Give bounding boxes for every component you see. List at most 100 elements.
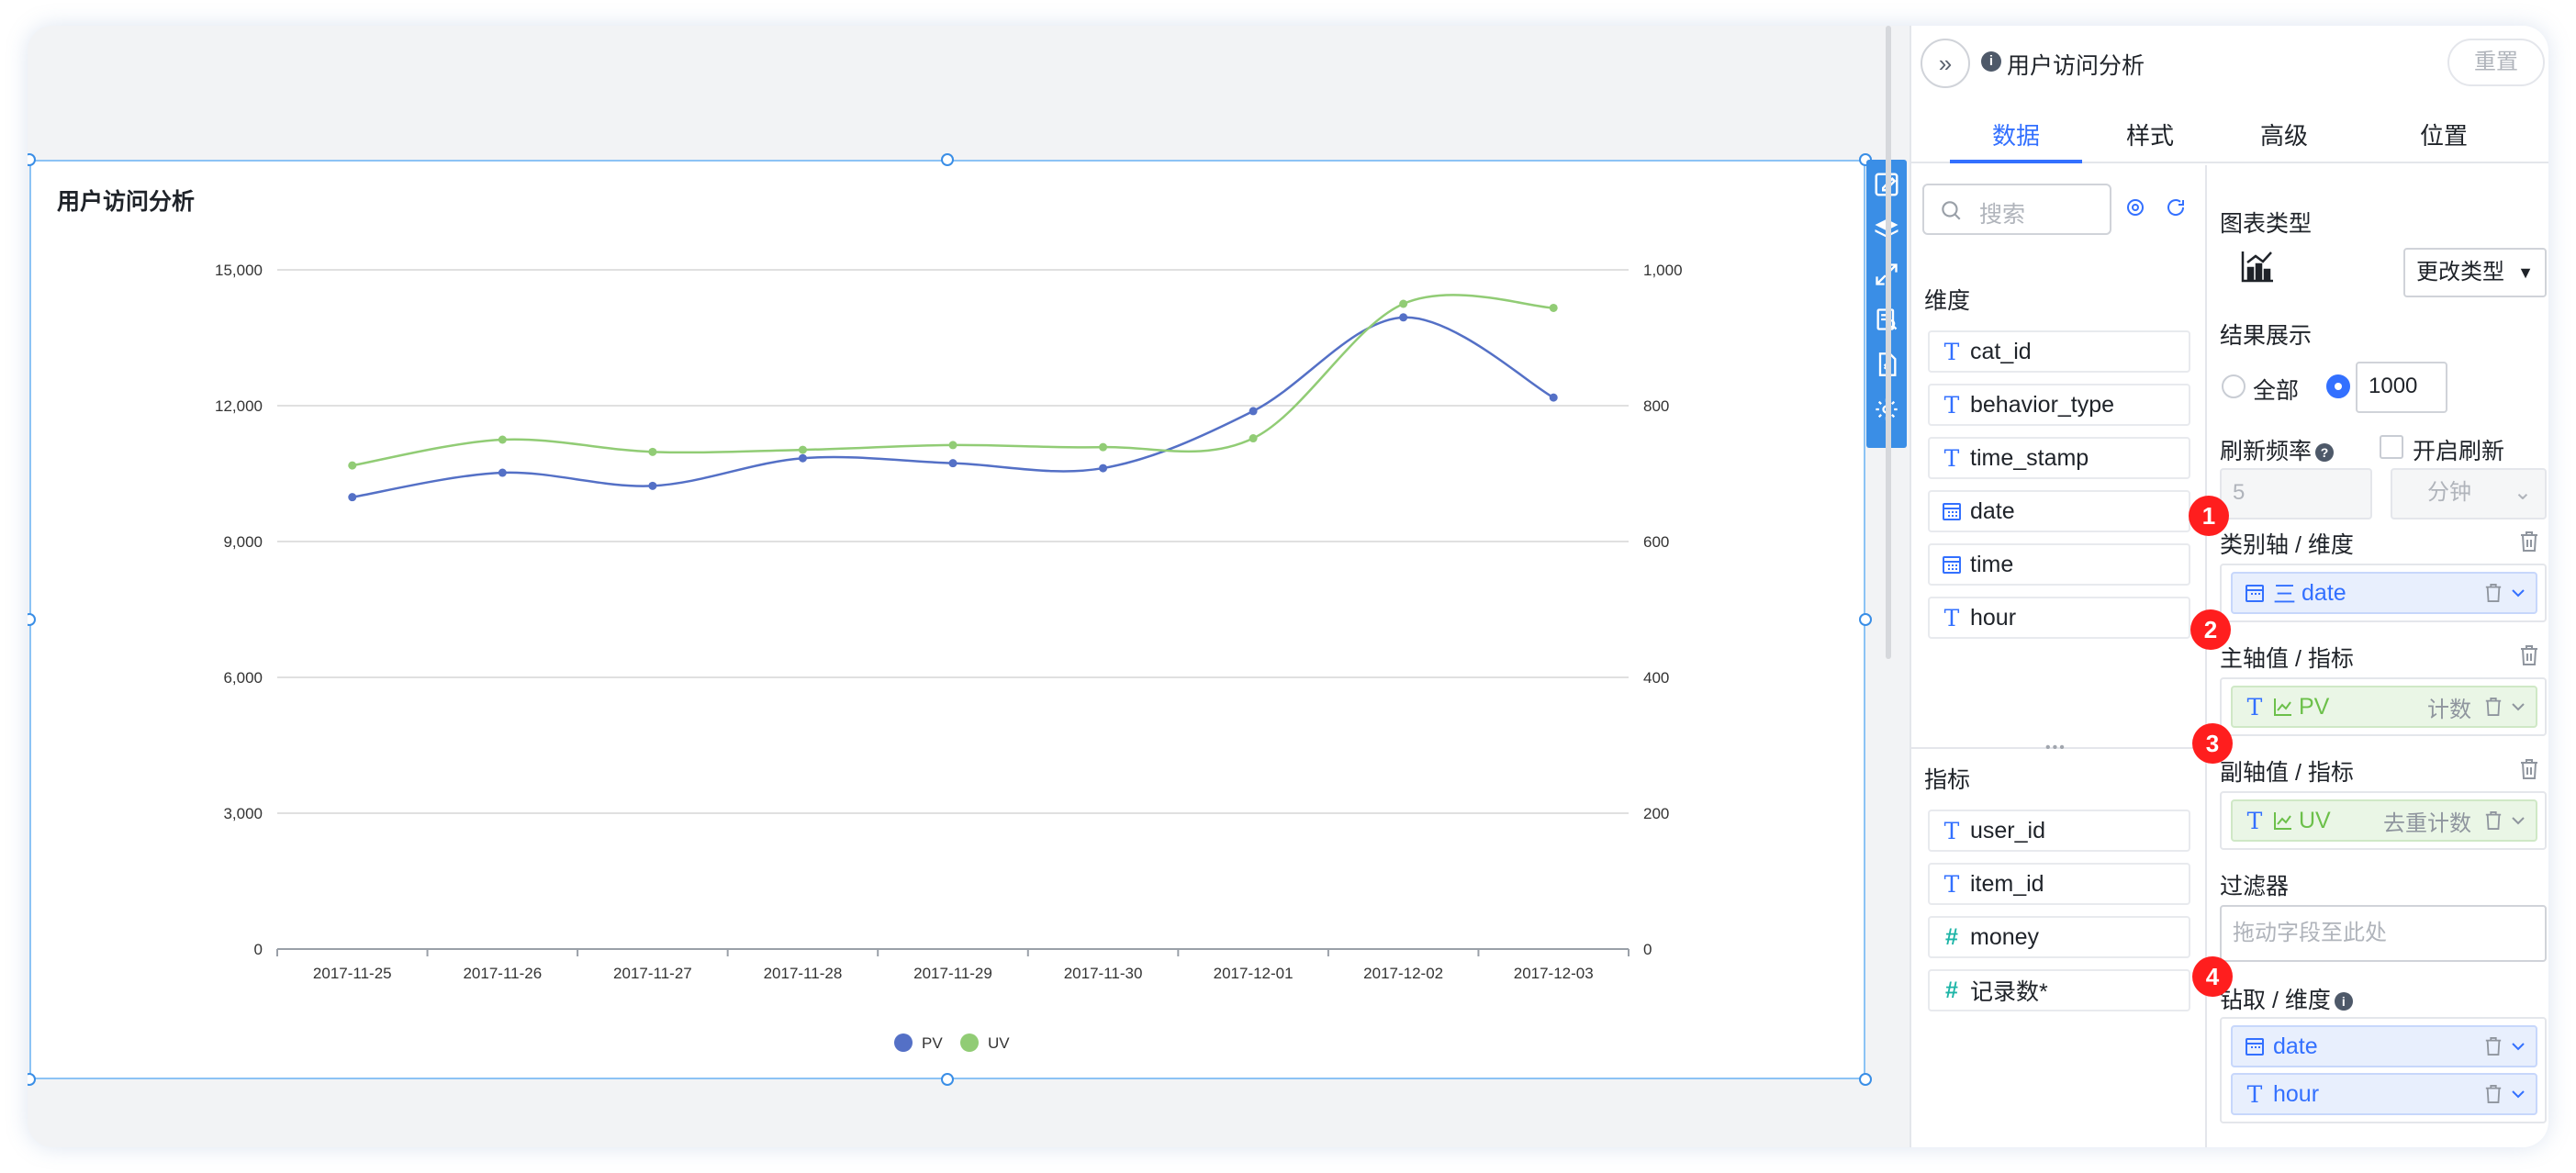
chevron-down-icon[interactable] xyxy=(2508,810,2528,831)
number-type-icon: # xyxy=(1945,923,1958,950)
main-axis-dropzone[interactable]: T PV 计数 xyxy=(2220,677,2547,736)
x-tick-label: 2017-11-28 xyxy=(764,965,843,982)
sub-axis-label: 副轴值 / 指标 xyxy=(2220,760,2354,786)
trash-icon[interactable] xyxy=(2484,583,2503,603)
line-chart-icon xyxy=(2274,698,2291,716)
resize-handle-bm[interactable] xyxy=(941,1073,954,1086)
category-axis-pill[interactable]: 三 date xyxy=(2231,572,2537,614)
fields-divider[interactable] xyxy=(1911,747,2205,749)
data-point-pv xyxy=(1099,464,1108,473)
change-type-dropdown[interactable]: 更改类型 ▼ xyxy=(2403,248,2547,297)
dimension-field-date[interactable]: date xyxy=(1928,490,2190,532)
gear-icon[interactable] xyxy=(2124,196,2146,218)
refresh-value-input[interactable]: 5 xyxy=(2220,468,2372,519)
trash-icon[interactable] xyxy=(2484,697,2503,717)
resize-handle-ml[interactable] xyxy=(28,613,36,626)
x-tick-label: 2017-12-01 xyxy=(1214,965,1294,982)
calendar-type-icon xyxy=(1939,554,1965,575)
chevron-down-icon[interactable] xyxy=(2508,1036,2528,1056)
result-limit-input[interactable]: 1000 xyxy=(2356,362,2447,413)
filter-dropzone[interactable]: 拖动字段至此处 xyxy=(2220,905,2547,962)
data-point-uv xyxy=(498,435,507,444)
dimension-field-time[interactable]: time xyxy=(1928,543,2190,586)
result-limit-radio[interactable] xyxy=(2326,374,2350,398)
resize-handle-br[interactable] xyxy=(1859,1073,1872,1086)
active-tab-indicator xyxy=(1950,160,2082,163)
metric-field-money[interactable]: # money xyxy=(1928,916,2190,958)
calendar-type-icon xyxy=(2242,1036,2268,1056)
chevron-down-icon[interactable] xyxy=(2508,1084,2528,1104)
refresh-unit-select[interactable]: 分钟 ⌄ xyxy=(2391,468,2547,519)
field-label: date xyxy=(1970,497,2015,524)
metric-field-record-count[interactable]: # 记录数* xyxy=(1928,969,2190,1011)
data-point-pv xyxy=(1549,393,1558,402)
resize-handle-tm[interactable] xyxy=(941,153,954,166)
chevron-down-icon[interactable] xyxy=(2508,697,2528,717)
data-point-uv xyxy=(1549,303,1558,312)
trash-icon[interactable] xyxy=(2484,1084,2503,1104)
resize-handle-tl[interactable] xyxy=(28,153,36,166)
chevron-down-icon[interactable] xyxy=(2508,583,2528,603)
drill-pill-date[interactable]: date xyxy=(2231,1025,2537,1067)
result-all-radio[interactable] xyxy=(2222,374,2246,398)
calendar-type-icon xyxy=(1939,501,1965,521)
canvas-scrollbar[interactable] xyxy=(1886,26,1891,659)
trash-icon[interactable] xyxy=(2519,644,2539,666)
data-point-uv xyxy=(798,445,807,454)
tab-advanced[interactable]: 高级 xyxy=(2259,122,2308,150)
resize-handle-bl[interactable] xyxy=(28,1073,36,1086)
legend-marker-pv xyxy=(894,1033,913,1052)
aggregation-label[interactable]: 计数 xyxy=(2427,697,2471,722)
trash-icon[interactable] xyxy=(2484,1036,2503,1056)
reset-button[interactable]: 重置 xyxy=(2447,39,2545,86)
text-type-icon: T xyxy=(1943,444,1960,472)
drill-pill-hour[interactable]: T hour xyxy=(2231,1073,2537,1115)
category-axis-dropzone[interactable]: 三 date xyxy=(2220,564,2547,622)
y-right-tick-label: 1,000 xyxy=(1643,262,1683,279)
main-axis-pill[interactable]: T PV 计数 xyxy=(2231,686,2537,728)
sub-axis-pill[interactable]: T UV 去重计数 xyxy=(2231,799,2537,842)
sub-axis-dropzone[interactable]: T UV 去重计数 xyxy=(2220,791,2547,850)
collapse-panel-button[interactable]: » xyxy=(1921,39,1970,88)
pill-label: hour xyxy=(2273,1080,2320,1107)
y-left-tick-label: 3,000 xyxy=(223,805,263,822)
trash-icon[interactable] xyxy=(2484,810,2503,831)
chart-card[interactable]: 用户访问分析 0 0 3,000 200 6,000 400 9,000 600 12,000 8… xyxy=(29,160,1865,1079)
fullscreen-icon[interactable] xyxy=(1868,255,1905,293)
data-point-uv xyxy=(648,447,657,456)
aggregation-label[interactable]: 去重计数 xyxy=(2383,810,2471,836)
x-tick-label: 2017-11-26 xyxy=(463,965,542,982)
x-tick-label: 2017-11-27 xyxy=(613,965,692,982)
panel-title: 用户访问分析 xyxy=(2007,53,2145,79)
main-axis-label: 主轴值 / 指标 xyxy=(2220,646,2354,672)
x-tick-label: 2017-12-02 xyxy=(1363,965,1443,982)
trash-icon[interactable] xyxy=(2519,531,2539,553)
tab-position[interactable]: 位置 xyxy=(2419,122,2468,150)
data-point-uv xyxy=(1099,442,1108,452)
double-chevron-right-icon: » xyxy=(1938,49,1953,77)
drill-dropzone[interactable]: date T hour xyxy=(2220,1017,2547,1123)
resize-handle-mr[interactable] xyxy=(1859,613,1872,626)
refresh-icon[interactable] xyxy=(2165,196,2187,218)
field-search-input[interactable]: 搜索 xyxy=(1922,184,2111,235)
y-right-tick-label: 0 xyxy=(1643,941,1652,958)
tab-data[interactable]: 数据 xyxy=(1991,122,2040,150)
pill-label: date xyxy=(2273,1033,2318,1059)
drag-handle-icon[interactable]: ••• xyxy=(2045,740,2066,755)
chart-title: 用户访问分析 xyxy=(57,189,196,215)
trash-icon[interactable] xyxy=(2519,758,2539,780)
sort-prefix: 三 xyxy=(2273,582,2297,608)
enable-refresh-checkbox[interactable] xyxy=(2380,435,2403,459)
text-type-icon: T xyxy=(1943,870,1960,898)
tab-style[interactable]: 样式 xyxy=(2125,122,2174,150)
text-type-icon: T xyxy=(1943,817,1960,844)
caret-down-icon: ▼ xyxy=(2517,263,2534,282)
data-point-pv xyxy=(1249,407,1258,416)
